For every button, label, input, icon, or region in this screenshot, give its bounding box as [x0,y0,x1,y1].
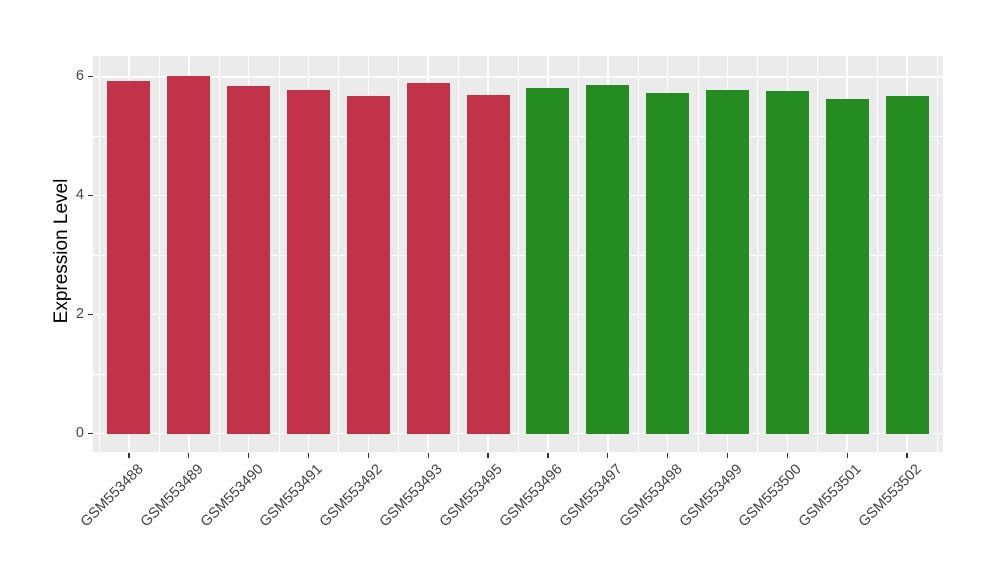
x-axis-tick-mark [188,453,190,458]
x-axis-tick-mark [786,453,788,458]
x-axis-tick-mark [248,453,250,458]
gridline-vertical-minor [398,56,400,452]
gridline-vertical-minor [158,56,160,452]
y-axis-tick-mark [88,432,93,435]
x-tick-label: GSM553488 [77,461,147,531]
y-tick-label: 2 [75,306,84,323]
gridline-vertical-minor [518,56,519,452]
plot-panel [93,56,943,452]
bar-GSM553497 [586,84,630,434]
bar-GSM553488 [107,80,151,434]
gridline-vertical-minor [458,56,459,452]
y-axis-title: Expression Level [51,178,72,324]
gridline-vertical-minor [278,56,280,452]
bar-GSM553490 [227,86,271,434]
x-axis-tick-mark [607,453,609,458]
gridline-vertical-minor [218,56,220,452]
bar-GSM553501 [825,99,869,434]
x-axis-tick-mark [547,453,549,458]
x-axis-tick-mark [128,453,130,458]
y-tick-label: 0 [75,425,84,442]
gridline-vertical-minor [577,56,579,452]
bar-GSM553489 [167,75,211,434]
y-tick-label: 6 [75,68,84,85]
bar-GSM553495 [466,95,510,434]
x-axis-tick-mark [667,453,669,458]
x-axis-tick-mark [427,453,429,458]
y-axis-tick-mark [88,76,93,78]
bar-GSM553491 [286,89,330,434]
gridline-vertical-minor [338,56,340,452]
x-axis-tick-mark [906,453,908,458]
gridline-vertical-minor [937,56,938,452]
x-axis-tick-mark [367,453,369,458]
x-axis-tick-mark [487,453,489,458]
bar-GSM553498 [646,92,690,434]
x-axis-tick-mark [846,453,848,458]
gridline-vertical-minor [877,56,878,452]
y-tick-label: 4 [75,187,84,204]
gridline-vertical-minor [697,56,699,452]
bar-GSM553493 [406,83,450,434]
x-axis-tick-mark [307,453,310,458]
gridline-vertical-minor [637,56,639,452]
gridline-vertical-minor [98,56,100,452]
bar-GSM553502 [885,95,929,434]
x-axis-tick-mark [726,453,729,458]
bar-GSM553496 [526,87,570,434]
bar-GSM553500 [765,91,809,434]
bar-GSM553499 [706,89,749,434]
y-axis-tick-mark [88,195,93,197]
y-axis-tick-mark [88,314,93,316]
bar-GSM553492 [346,96,390,434]
gridline-vertical-minor [817,56,819,452]
gridline-vertical-minor [757,56,759,452]
